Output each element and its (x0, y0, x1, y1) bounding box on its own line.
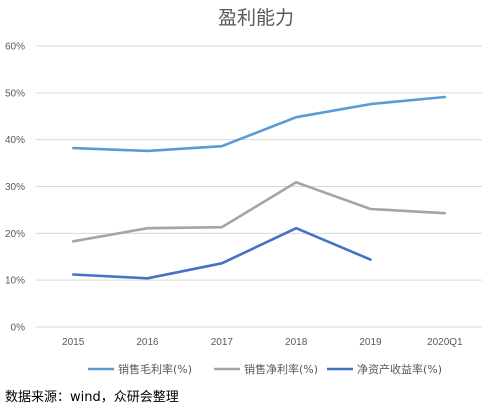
y-tick-label: 60% (5, 42, 25, 53)
y-tick-label: 20% (5, 229, 25, 240)
legend-label: 销售净利率(%) (244, 362, 318, 376)
x-tick-label: 2019 (359, 337, 382, 348)
legend-label: 净资产收益率(%) (357, 362, 442, 376)
x-axis: 2015 2016 2017 2018 2019 2020Q1 (62, 337, 463, 348)
series-group (71, 95, 447, 280)
series-line-3 (71, 226, 372, 280)
y-tick-label: 30% (5, 182, 25, 193)
y-tick-label: 50% (5, 88, 25, 99)
series-line-1 (71, 95, 447, 153)
x-tick-label: 2017 (211, 337, 234, 348)
series-line-2 (71, 181, 447, 243)
x-tick-label: 2016 (136, 337, 159, 348)
y-tick-label: 40% (5, 135, 25, 146)
x-tick-label: 2020Q1 (427, 337, 463, 348)
legend-label: 销售毛利率(%) (118, 362, 192, 376)
y-axis: 0% 10% 20% 30% 40% 50% 60% (5, 42, 25, 334)
y-tick-label: 10% (5, 276, 25, 287)
chart-title: 盈利能力 (218, 7, 294, 29)
source-note: 数据来源：wind，众研会整理 (5, 390, 179, 405)
grid (36, 45, 482, 328)
y-tick-label: 0% (11, 323, 26, 334)
x-tick-label: 2015 (62, 337, 85, 348)
x-tick-label: 2018 (285, 337, 308, 348)
legend: 销售毛利率(%) 销售净利率(%) 净资产收益率(%) (88, 362, 442, 376)
